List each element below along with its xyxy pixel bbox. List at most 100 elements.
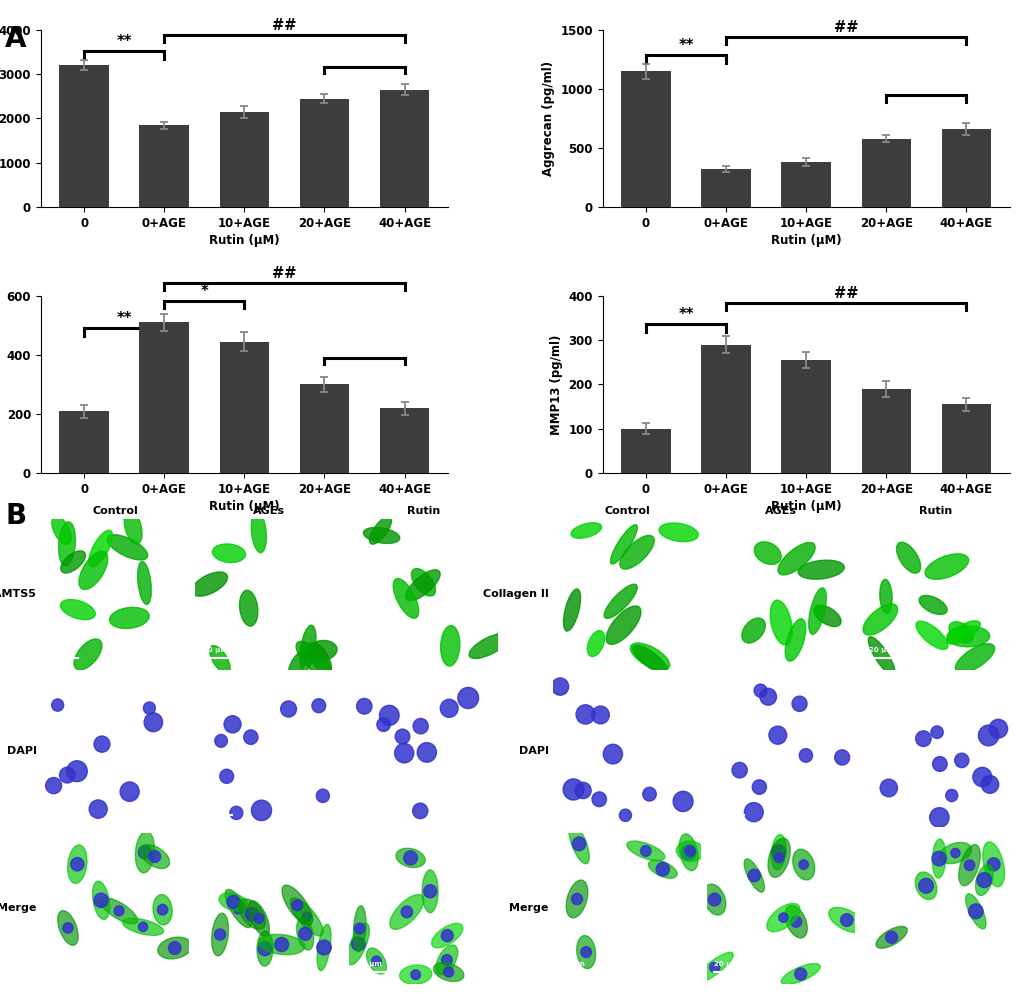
Circle shape [89, 800, 107, 818]
Ellipse shape [946, 621, 979, 644]
Bar [861, 138, 910, 207]
Ellipse shape [808, 587, 825, 634]
Circle shape [798, 860, 808, 870]
Circle shape [591, 706, 608, 724]
Circle shape [954, 753, 968, 767]
Text: 20 μm: 20 μm [868, 961, 893, 967]
Ellipse shape [101, 898, 138, 923]
Circle shape [915, 731, 930, 746]
Ellipse shape [67, 845, 87, 884]
Ellipse shape [158, 937, 192, 959]
Circle shape [371, 956, 381, 966]
Bar [300, 98, 348, 207]
Ellipse shape [630, 643, 669, 670]
Circle shape [94, 736, 110, 752]
Circle shape [316, 789, 329, 802]
Circle shape [400, 907, 413, 917]
Circle shape [840, 913, 852, 926]
Circle shape [144, 702, 155, 715]
Circle shape [931, 851, 946, 866]
Ellipse shape [61, 551, 86, 573]
Ellipse shape [946, 626, 988, 647]
Circle shape [709, 962, 719, 972]
Circle shape [394, 729, 410, 744]
Ellipse shape [192, 572, 227, 596]
Circle shape [779, 912, 788, 922]
Text: **: ** [116, 34, 131, 49]
Bar [219, 342, 269, 473]
Ellipse shape [212, 913, 228, 956]
Circle shape [884, 931, 897, 943]
Circle shape [685, 846, 695, 857]
Ellipse shape [587, 630, 604, 657]
Circle shape [291, 900, 303, 911]
Text: Merge: Merge [508, 904, 548, 913]
Circle shape [252, 800, 271, 821]
Circle shape [215, 735, 227, 747]
Ellipse shape [296, 641, 331, 678]
Circle shape [580, 946, 591, 957]
Ellipse shape [219, 893, 248, 911]
Ellipse shape [862, 604, 897, 635]
Ellipse shape [785, 906, 806, 938]
Ellipse shape [433, 962, 464, 981]
Circle shape [114, 906, 124, 915]
Circle shape [280, 701, 297, 717]
Bar [59, 66, 109, 207]
Ellipse shape [52, 516, 71, 545]
Circle shape [968, 904, 982, 918]
Ellipse shape [406, 570, 440, 600]
Ellipse shape [89, 530, 112, 567]
Ellipse shape [212, 544, 246, 563]
X-axis label: Rutin (μM): Rutin (μM) [770, 500, 841, 513]
Circle shape [229, 806, 243, 819]
Circle shape [773, 853, 784, 863]
Ellipse shape [648, 860, 677, 879]
Text: 20 μm: 20 μm [203, 804, 227, 810]
Ellipse shape [138, 562, 151, 604]
Text: 20 μm: 20 μm [203, 647, 227, 653]
Text: 20 μm: 20 μm [357, 961, 381, 967]
Circle shape [441, 929, 452, 941]
Ellipse shape [288, 649, 309, 675]
Title: AGEs: AGEs [764, 506, 797, 517]
Ellipse shape [74, 639, 102, 670]
Ellipse shape [290, 898, 323, 936]
Ellipse shape [620, 536, 653, 570]
Text: Collagen II: Collagen II [482, 589, 548, 599]
Ellipse shape [347, 923, 369, 965]
Circle shape [417, 743, 436, 762]
Circle shape [744, 802, 762, 822]
Circle shape [562, 779, 583, 800]
Text: 20 μm: 20 μm [713, 647, 739, 653]
Ellipse shape [366, 948, 386, 974]
Circle shape [224, 716, 240, 733]
Text: 20 μm: 20 μm [48, 804, 73, 810]
Ellipse shape [914, 872, 935, 900]
Text: 20 μm: 20 μm [713, 804, 739, 810]
Circle shape [980, 775, 998, 793]
Ellipse shape [317, 924, 330, 971]
Circle shape [602, 745, 622, 764]
Ellipse shape [395, 848, 425, 868]
Circle shape [139, 846, 151, 859]
Ellipse shape [435, 945, 458, 975]
Ellipse shape [633, 645, 666, 673]
Ellipse shape [389, 895, 424, 929]
Text: *: * [201, 284, 208, 299]
Ellipse shape [136, 831, 155, 873]
Circle shape [413, 803, 427, 819]
Bar [219, 112, 269, 207]
Ellipse shape [576, 935, 595, 968]
Ellipse shape [431, 923, 463, 948]
Circle shape [139, 922, 148, 931]
Y-axis label: MMP13 (pg/ml): MMP13 (pg/ml) [549, 334, 562, 434]
Ellipse shape [281, 885, 312, 925]
Circle shape [747, 869, 760, 882]
Circle shape [571, 894, 582, 905]
Text: 20 μm: 20 μm [868, 804, 893, 810]
Circle shape [423, 885, 436, 898]
Bar [861, 389, 910, 473]
Text: 20 μm: 20 μm [868, 647, 893, 653]
Ellipse shape [918, 595, 947, 614]
